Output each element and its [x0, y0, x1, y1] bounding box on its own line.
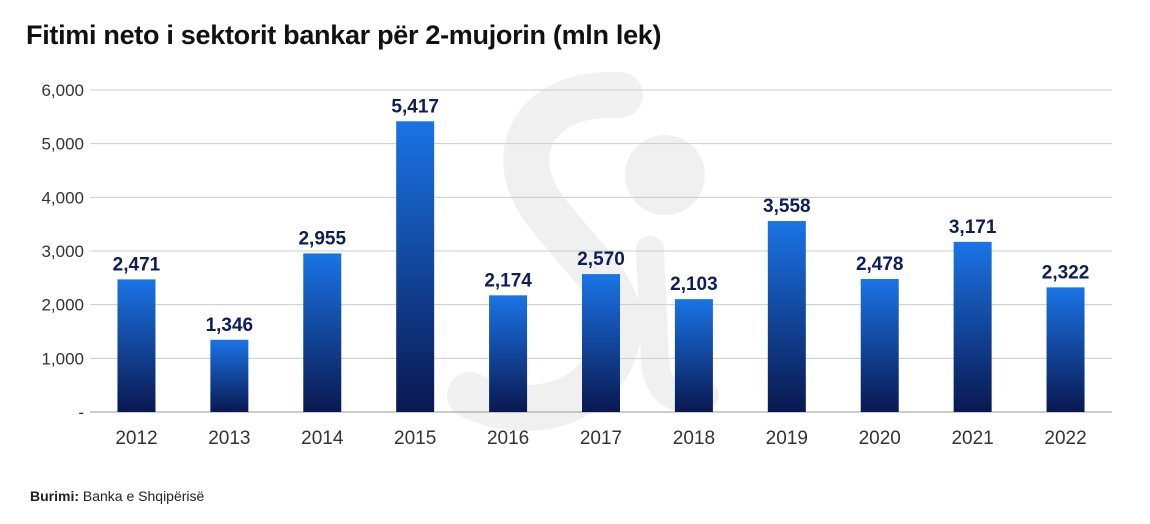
- data-label-2017: 2,570: [577, 249, 625, 270]
- bar-2021: [953, 241, 992, 412]
- y-tick-label: 6,000: [41, 81, 84, 100]
- bar-2018: [674, 299, 713, 412]
- x-tick-label-2021: 2021: [951, 428, 993, 449]
- y-tick-label: -: [78, 403, 84, 422]
- data-label-2012: 2,471: [113, 254, 161, 275]
- x-tick-label-2016: 2016: [487, 428, 529, 449]
- x-axis-ticks: 2012 2013 2014 2015 2016 2017 2018 2019 2020 2021…: [115, 428, 1086, 449]
- data-label-2015: 5,417: [391, 96, 439, 117]
- x-tick-label-2014: 2014: [301, 428, 344, 449]
- y-tick-label: 4,000: [41, 188, 84, 207]
- y-tick-label: 2,000: [41, 296, 84, 315]
- y-axis-ticks: - 1,000 2,000 3,000 4,000 5,000 6,000: [41, 81, 84, 422]
- data-label-2016: 2,174: [484, 270, 532, 291]
- chart-title: Fitimi neto i sektorit bankar për 2-mujo…: [26, 20, 662, 50]
- data-label-2018: 2,103: [670, 274, 718, 295]
- x-tick-label-2022: 2022: [1044, 428, 1086, 449]
- data-label-2013: 1,346: [206, 315, 254, 336]
- x-tick-label-2012: 2012: [115, 428, 157, 449]
- x-tick-label-2017: 2017: [580, 428, 622, 449]
- bar-2012: [117, 279, 156, 412]
- source-note: Burimi: Banka e Shqipërisë: [30, 488, 204, 504]
- bar-2015: [396, 121, 435, 413]
- x-tick-label-2019: 2019: [766, 428, 808, 449]
- data-label-2014: 2,955: [298, 228, 346, 249]
- source-text: Banka e Shqipërisë: [82, 488, 205, 504]
- x-tick-label-2020: 2020: [859, 428, 901, 449]
- bar-2016: [489, 295, 528, 412]
- bar-2014: [303, 253, 342, 412]
- data-label-2019: 3,558: [763, 196, 811, 217]
- y-tick-label: 3,000: [41, 242, 84, 261]
- gridlines: [90, 89, 1112, 413]
- y-tick-label: 1,000: [41, 349, 84, 368]
- x-tick-label-2015: 2015: [394, 428, 436, 449]
- data-label-2020: 2,478: [856, 254, 904, 275]
- y-tick-label: 5,000: [41, 135, 84, 154]
- bar-2019: [767, 221, 806, 412]
- bar-2017: [582, 274, 620, 412]
- bar-2013: [210, 339, 249, 412]
- data-label-2022: 2,322: [1042, 262, 1090, 283]
- bar-2020: [860, 279, 899, 412]
- x-tick-label-2013: 2013: [208, 428, 250, 449]
- data-label-2021: 3,171: [949, 217, 997, 238]
- x-tick-label-2018: 2018: [673, 428, 715, 449]
- bar-2022: [1046, 287, 1085, 412]
- source-label: Burimi:: [30, 488, 79, 504]
- bars: [117, 121, 1085, 413]
- data-labels: 2,471 1,346 2,955 5,417 2,174 2,570 2,103 3,558…: [113, 96, 1090, 335]
